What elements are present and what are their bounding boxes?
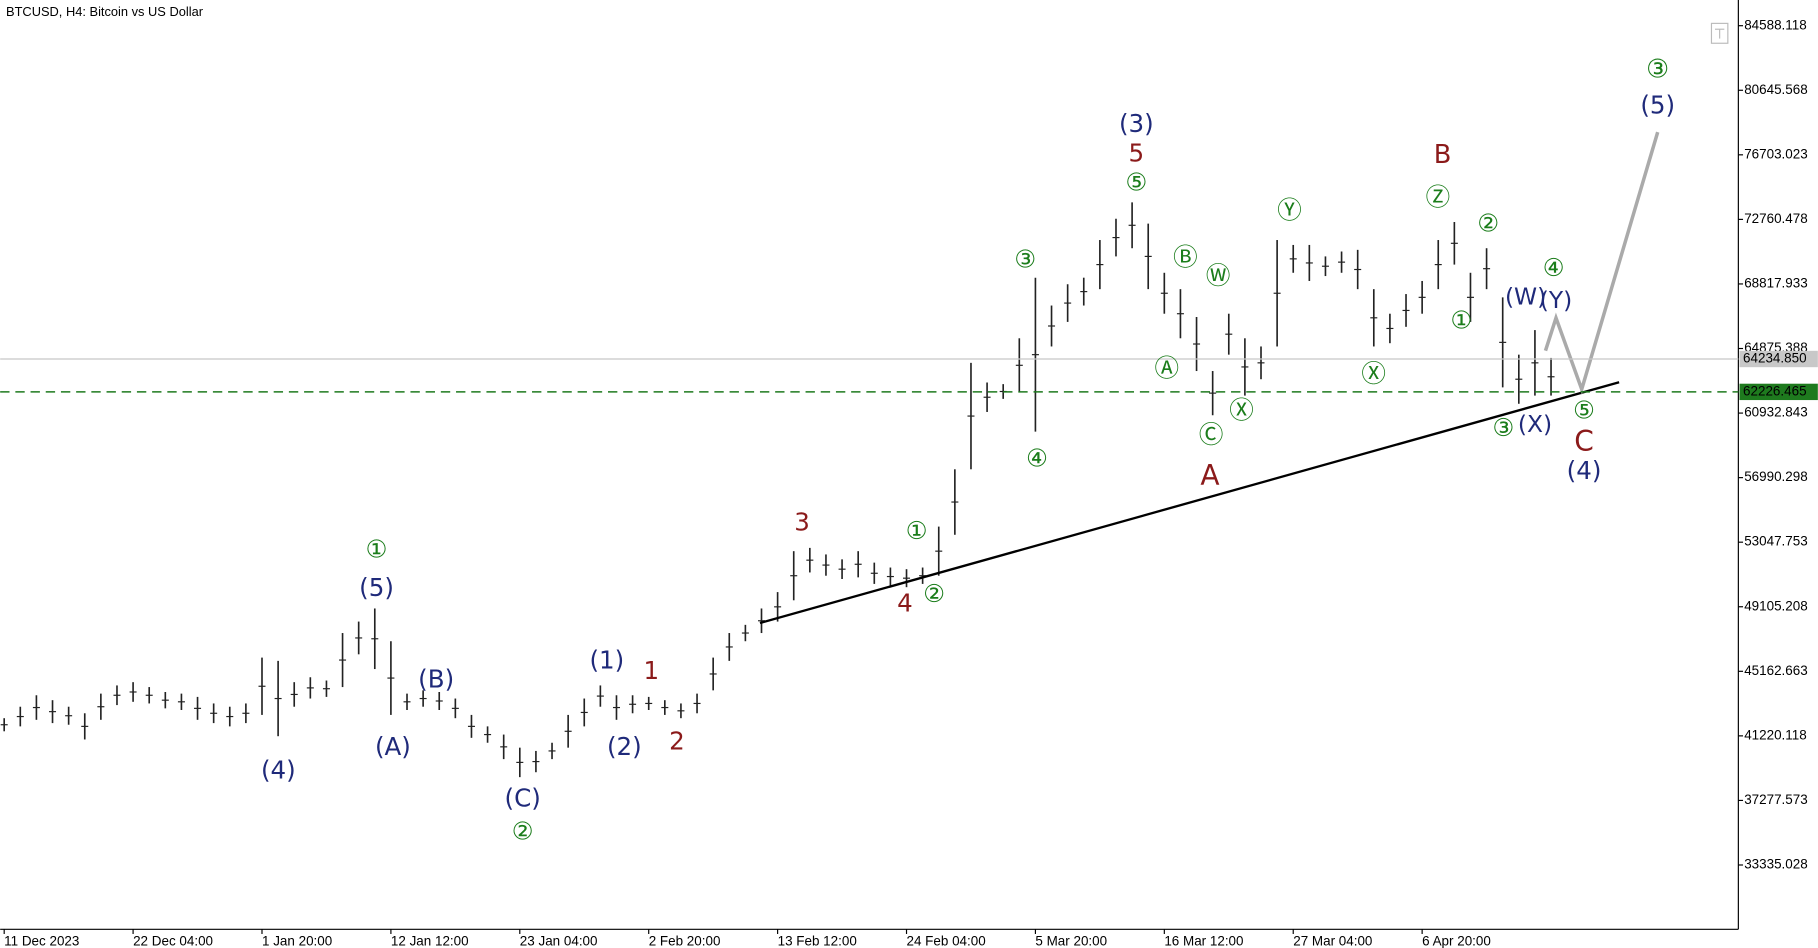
wave-label: 1 xyxy=(643,656,659,685)
wave-label: ① xyxy=(366,535,388,564)
y-tick-label: 33335.028 xyxy=(1744,857,1808,872)
x-tick-label: 11 Dec 2023 xyxy=(4,934,79,948)
y-tick-label: 53047.753 xyxy=(1744,534,1808,549)
y-tick-label: 60932.843 xyxy=(1744,405,1808,420)
chart-title: BTCUSD, H4: Bitcoin vs US Dollar xyxy=(6,4,204,19)
wave-label: (4) xyxy=(1567,456,1602,485)
wave-label: ② xyxy=(1477,208,1499,237)
wave-label: (X) xyxy=(1518,410,1552,438)
y-tick-label: 56990.298 xyxy=(1744,469,1808,484)
wave-label: (1) xyxy=(589,646,624,675)
wave-label: (C) xyxy=(505,784,541,813)
x-tick-label: 27 Mar 04:00 xyxy=(1293,934,1372,948)
y-tick-label: 76703.023 xyxy=(1744,146,1808,161)
wave-label: Ⓦ xyxy=(1206,261,1231,290)
wave-label: (B) xyxy=(418,664,454,693)
x-tick-label: 22 Dec 04:00 xyxy=(133,934,213,948)
wave-label: (2) xyxy=(607,732,642,761)
x-tick-label: 24 Feb 04:00 xyxy=(907,934,986,948)
x-tick-label: 6 Apr 20:00 xyxy=(1422,934,1491,948)
wave-label: (A) xyxy=(375,732,411,761)
wave-label: Ⓨ xyxy=(1277,196,1302,225)
x-tick-label: 5 Mar 20:00 xyxy=(1035,934,1107,948)
wave-label: Ⓑ xyxy=(1173,242,1198,271)
x-tick-label: 2 Feb 20:00 xyxy=(649,934,721,948)
x-tick-label: 23 Jan 04:00 xyxy=(520,934,598,948)
x-tick-label: 1 Jan 20:00 xyxy=(262,934,332,948)
wave-label: ② xyxy=(923,579,945,608)
wave-label: 4 xyxy=(897,588,913,617)
price-line-label-box xyxy=(1739,350,1818,368)
x-tick-label: 16 Mar 12:00 xyxy=(1164,934,1243,948)
wave-label: (4) xyxy=(261,755,296,784)
wave-label: ② xyxy=(512,816,534,845)
trend-line xyxy=(759,381,1620,625)
wave-label: (5) xyxy=(1640,90,1675,119)
y-tick-label: 49105.208 xyxy=(1744,598,1808,613)
wave-label: (W) xyxy=(1505,283,1546,311)
wave-label: ⑤ xyxy=(1573,395,1595,424)
wave-label: ① xyxy=(1450,305,1472,334)
wave-label: 2 xyxy=(669,726,685,755)
wave-label: (Y) xyxy=(1540,286,1573,314)
wave-label: 5 xyxy=(1129,138,1145,167)
wave-label: Ⓧ xyxy=(1361,359,1386,388)
x-tick-label: 13 Feb 12:00 xyxy=(778,934,857,948)
price-line-label: 62226.465 xyxy=(1743,383,1807,398)
wave-label: (3) xyxy=(1119,109,1154,138)
wave-label: C xyxy=(1574,425,1594,458)
wave-label: A xyxy=(1200,459,1219,492)
y-tick-label: 72760.478 xyxy=(1744,211,1808,226)
y-tick-label: 84588.118 xyxy=(1744,17,1807,32)
wave-label: Ⓧ xyxy=(1229,395,1254,424)
wave-label: ③ xyxy=(1646,55,1669,85)
wave-label: ③ xyxy=(1492,413,1514,442)
tool-icon[interactable] xyxy=(1710,22,1729,44)
price-bars xyxy=(0,202,1555,778)
y-tick-label: 45162.663 xyxy=(1744,663,1808,678)
wave-label: (5) xyxy=(359,573,394,602)
y-tick-label: 41220.118 xyxy=(1744,727,1807,742)
wave-label: ⑤ xyxy=(1125,168,1147,197)
wave-label: 3 xyxy=(794,508,810,537)
projection-path xyxy=(1543,131,1660,395)
y-tick-label: 37277.573 xyxy=(1744,792,1808,807)
y-tick-label: 68817.933 xyxy=(1744,275,1808,290)
wave-label: ① xyxy=(906,516,928,545)
wave-label: Ⓩ xyxy=(1426,183,1451,212)
wave-label: B xyxy=(1434,140,1452,170)
y-tick-label: 80645.568 xyxy=(1744,82,1808,97)
price-line-label: 64234.850 xyxy=(1743,351,1807,366)
x-tick-label: 12 Jan 12:00 xyxy=(391,934,469,948)
wave-label: ④ xyxy=(1026,443,1048,472)
wave-label: ③ xyxy=(1014,245,1036,274)
wave-label: ④ xyxy=(1543,253,1565,282)
price-line-label-box xyxy=(1739,383,1818,401)
wave-label: Ⓐ xyxy=(1154,353,1179,382)
wave-label: Ⓒ xyxy=(1199,420,1224,449)
